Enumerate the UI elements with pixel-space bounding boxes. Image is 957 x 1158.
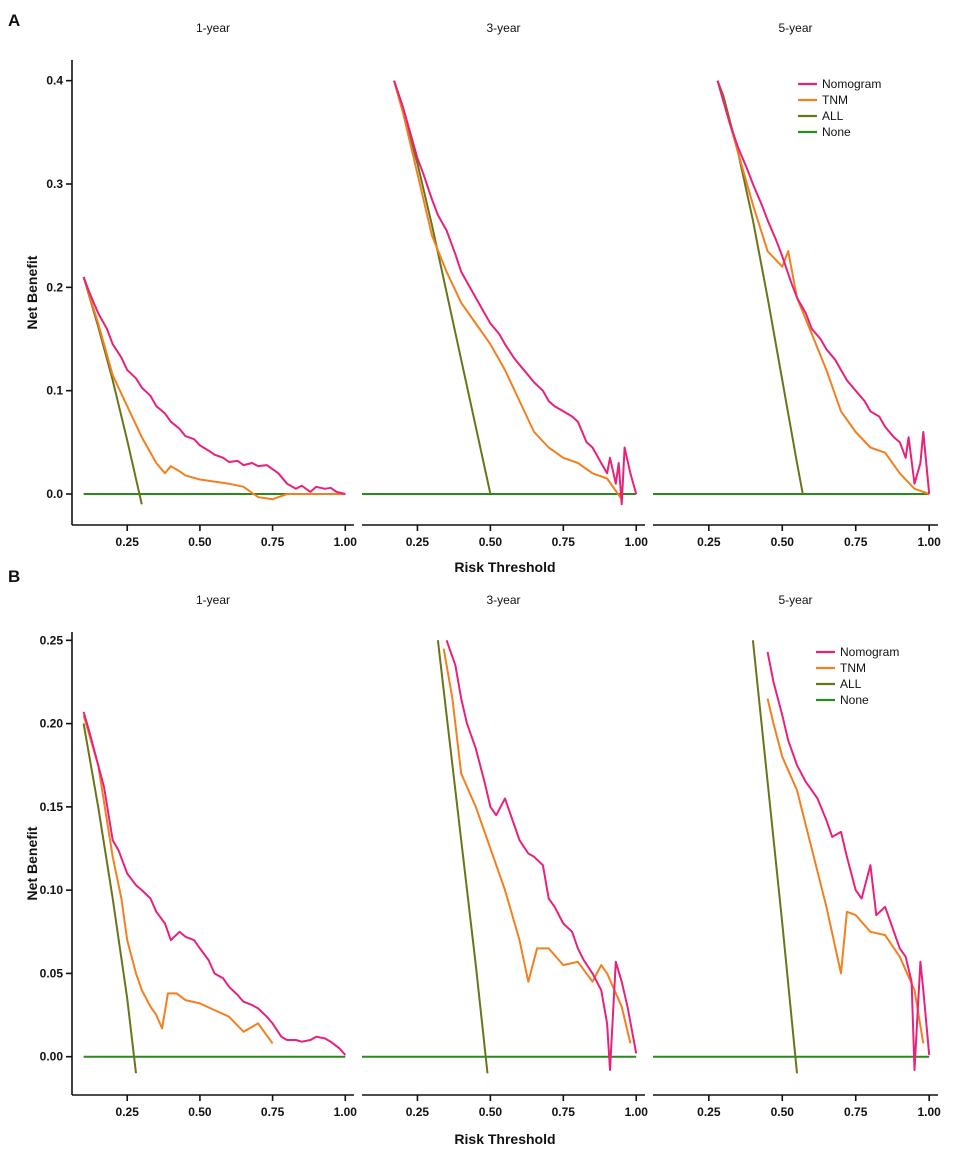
series-line-tnm	[82, 276, 346, 501]
x-axis-title: Risk Threshold	[454, 1131, 555, 1147]
x-tick-label: 0.50	[479, 535, 503, 549]
series-line-all	[436, 640, 489, 1074]
legend-label: None	[822, 125, 851, 139]
panel-letter: A	[8, 11, 20, 30]
series-line-tnm	[716, 80, 930, 495]
panel-letter: B	[8, 567, 20, 586]
y-tick-label: 0.4	[46, 74, 63, 88]
y-tick-label: 0.3	[46, 177, 63, 191]
legend-label: Nomogram	[822, 77, 881, 91]
x-tick-label: 1.00	[334, 535, 358, 549]
x-tick-label: 1.00	[625, 535, 649, 549]
x-tick-label: 0.50	[479, 1105, 503, 1119]
panel-a: A 0.0 0.1 0.2 0.3 0.4 Net Benefit Risk Threshol…	[8, 11, 941, 575]
y-tick-label: 0.00	[40, 1050, 64, 1064]
facet-title: 3-year	[486, 593, 520, 607]
x-tick-label: 1.00	[334, 1105, 358, 1119]
x-tick-label: 0.25	[406, 535, 430, 549]
series-line-nomogram	[82, 711, 347, 1056]
series-line-tnm	[393, 80, 623, 500]
series-line-nomogram	[766, 651, 931, 1071]
x-tick-label: 0.50	[188, 535, 212, 549]
y-tick-label: 0.25	[40, 633, 64, 647]
y-tick-label: 0.0	[46, 487, 63, 501]
facet-title: 5-year	[778, 593, 812, 607]
y-tick-label: 0.2	[46, 280, 63, 294]
x-tick-label: 0.75	[261, 535, 285, 549]
y-tick-label: 0.15	[40, 800, 64, 814]
legend-label: None	[840, 693, 869, 707]
facet-title: 3-year	[486, 21, 520, 35]
legend-label: ALL	[840, 677, 862, 691]
facet-3-year: 3-year 0.25 0.50 0.75 1.00	[362, 593, 648, 1119]
x-axis-title: Risk Threshold	[454, 559, 555, 575]
facet-title: 1-year	[196, 21, 230, 35]
series-line-tnm	[442, 648, 632, 1044]
series-line-tnm	[82, 715, 274, 1044]
x-tick-label: 0.75	[844, 535, 868, 549]
legend-label: TNM	[840, 661, 866, 675]
series-line-all	[393, 80, 492, 495]
legend: Nomogram TNM ALL None	[798, 77, 881, 139]
x-tick-label: 0.25	[116, 1105, 140, 1119]
facet-title: 5-year	[778, 21, 812, 35]
facet-5-year: 5-year 0.25 0.50 0.75 1.00	[653, 593, 941, 1119]
series-line-all	[716, 80, 804, 495]
x-tick-label: 0.25	[697, 535, 721, 549]
x-tick-label: 0.25	[116, 535, 140, 549]
series-line-nomogram	[82, 276, 346, 495]
x-tick-label: 0.25	[697, 1105, 721, 1119]
y-tick-label: 0.05	[40, 966, 64, 980]
facet-title: 1-year	[196, 593, 230, 607]
x-tick-label: 0.25	[406, 1105, 430, 1119]
facet-5-year: 5-year 0.25 0.50 0.75 1.00	[653, 21, 941, 549]
series-line-all	[82, 723, 137, 1074]
series-line-all	[751, 640, 798, 1074]
legend-label: Nomogram	[840, 645, 899, 659]
x-tick-label: 1.00	[918, 535, 942, 549]
series-line-tnm	[766, 698, 925, 1044]
x-tick-label: 0.50	[188, 1105, 212, 1119]
series-line-nomogram	[445, 639, 638, 1071]
legend-label: ALL	[822, 109, 844, 123]
x-tick-label: 0.50	[771, 1105, 795, 1119]
y-tick-label: 0.20	[40, 717, 64, 731]
facet-1-year: 1-year 0.25 0.50 0.75 1.00	[72, 593, 357, 1119]
legend: Nomogram TNM ALL None	[816, 645, 899, 707]
panel-b: B 0.00 0.05 0.10 0.15 0.20 0.25 Net Benefit Risk…	[8, 567, 941, 1147]
x-tick-label: 0.75	[844, 1105, 868, 1119]
legend-label: TNM	[822, 93, 848, 107]
x-tick-label: 1.00	[625, 1105, 649, 1119]
facet-3-year: 3-year 0.25 0.50 0.75 1.00	[362, 21, 648, 549]
series-line-nomogram	[716, 80, 931, 495]
series-line-nomogram	[393, 80, 638, 506]
x-tick-label: 0.75	[552, 535, 576, 549]
x-tick-label: 0.75	[552, 1105, 576, 1119]
series-line-all	[82, 276, 143, 505]
facet-1-year: 1-year 0.25 0.50 0.75 1.00	[72, 21, 357, 549]
y-tick-label: 0.1	[46, 384, 63, 398]
x-tick-label: 0.50	[771, 535, 795, 549]
y-axis-title: Net Benefit	[24, 826, 40, 900]
y-tick-label: 0.10	[40, 883, 64, 897]
x-tick-label: 0.75	[261, 1105, 285, 1119]
y-axis-title: Net Benefit	[24, 255, 40, 329]
x-tick-label: 1.00	[918, 1105, 942, 1119]
